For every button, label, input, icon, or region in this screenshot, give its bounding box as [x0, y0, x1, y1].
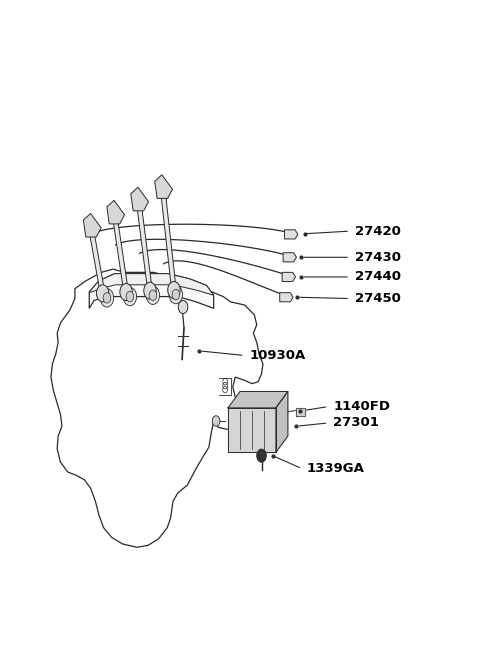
Polygon shape [113, 220, 128, 293]
Polygon shape [131, 187, 148, 211]
Polygon shape [89, 274, 214, 308]
Circle shape [149, 290, 157, 300]
Polygon shape [228, 392, 288, 408]
Polygon shape [84, 213, 101, 237]
Circle shape [120, 283, 132, 300]
Circle shape [172, 289, 180, 300]
Text: 1140FD: 1140FD [333, 400, 390, 413]
Text: 27420: 27420 [355, 224, 401, 237]
Polygon shape [228, 408, 276, 453]
Circle shape [123, 287, 137, 306]
Text: 27450: 27450 [355, 292, 401, 305]
Text: 27301: 27301 [333, 417, 379, 430]
Circle shape [212, 416, 220, 426]
Polygon shape [283, 253, 297, 262]
Circle shape [178, 300, 188, 314]
Polygon shape [107, 200, 124, 224]
Polygon shape [285, 230, 298, 239]
Circle shape [126, 291, 134, 302]
Circle shape [257, 449, 266, 462]
Circle shape [169, 285, 182, 304]
Polygon shape [137, 208, 152, 291]
Circle shape [100, 289, 114, 307]
Text: 1339GA: 1339GA [307, 462, 365, 475]
Circle shape [146, 286, 159, 304]
Text: 27440: 27440 [355, 270, 401, 283]
Circle shape [144, 282, 156, 299]
Circle shape [168, 281, 180, 298]
Bar [297, 408, 305, 416]
Circle shape [96, 285, 109, 302]
Text: 10930A: 10930A [250, 349, 306, 362]
Polygon shape [161, 195, 176, 291]
Polygon shape [155, 174, 172, 198]
Polygon shape [90, 234, 105, 294]
Polygon shape [276, 392, 288, 453]
Text: 27430: 27430 [355, 251, 401, 264]
Polygon shape [282, 272, 296, 281]
Polygon shape [280, 293, 293, 302]
Circle shape [103, 293, 111, 303]
Polygon shape [89, 274, 214, 295]
